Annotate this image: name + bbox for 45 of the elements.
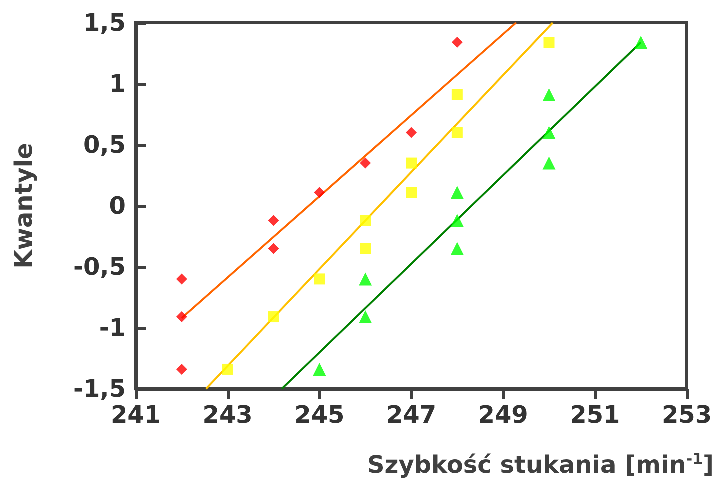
point: [176, 312, 188, 323]
y-tick-label: 1: [109, 70, 126, 98]
point: [406, 127, 417, 138]
point: [360, 243, 372, 254]
point: [452, 89, 463, 100]
point: [176, 274, 188, 285]
point: [222, 364, 234, 375]
point: [542, 88, 556, 102]
point: [450, 214, 464, 228]
x-tick-label: 251: [570, 401, 620, 429]
point: [542, 156, 556, 170]
point: [544, 37, 555, 48]
point: [313, 362, 326, 376]
point: [450, 186, 464, 200]
point: [406, 187, 417, 198]
point: [452, 127, 463, 138]
x-tick-label: 249: [478, 401, 528, 429]
y-tick-label: 1,5: [83, 9, 126, 37]
x-tick-label: 245: [294, 401, 345, 429]
point: [359, 310, 372, 324]
point: [268, 243, 280, 254]
x-tick-label: 247: [386, 401, 437, 429]
point: [268, 312, 280, 323]
point: [360, 158, 372, 169]
x-tick-label: 243: [202, 401, 253, 429]
point: [542, 126, 556, 140]
point: [314, 274, 326, 285]
point: [176, 364, 188, 375]
y-tick-label: -1: [99, 314, 126, 342]
point: [359, 272, 372, 286]
x-tick-label: 253: [662, 401, 712, 429]
y-tick-label: -1,5: [74, 375, 126, 403]
x-tick-label: 241: [110, 401, 162, 429]
point: [406, 158, 417, 169]
y-axis-title: Kwantyle: [10, 143, 38, 269]
point: [360, 215, 372, 226]
y-tick-label: 0: [109, 192, 126, 220]
point: [452, 37, 463, 48]
y-tick-label: 0,5: [83, 131, 126, 159]
x-axis-title: Szybkość stukania [min$^{-1}$]: [367, 450, 714, 479]
point: [268, 215, 280, 226]
point: [314, 187, 326, 198]
y-tick-label: -0,5: [74, 253, 126, 281]
point: [634, 36, 648, 50]
point: [450, 242, 464, 256]
